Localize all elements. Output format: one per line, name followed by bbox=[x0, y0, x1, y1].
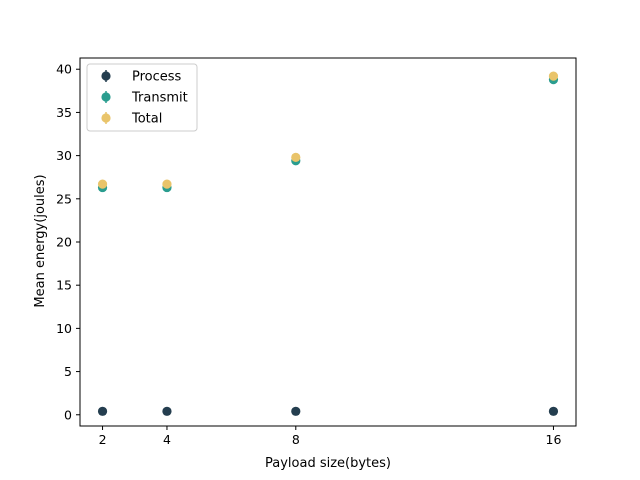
legend-label-transmit: Transmit bbox=[131, 91, 188, 106]
y-tick-label: 30 bbox=[56, 148, 72, 163]
legend-label-total: Total bbox=[131, 112, 162, 127]
point-process-16 bbox=[548, 406, 559, 416]
legend-marker-process bbox=[101, 71, 111, 81]
x-tick-label: 2 bbox=[99, 432, 107, 447]
legend-marker-total bbox=[101, 113, 111, 123]
point-process-8 bbox=[291, 406, 301, 416]
point-total-2 bbox=[97, 179, 108, 189]
legend-label-process: Process bbox=[132, 70, 182, 85]
y-axis-label: Mean energy(joules) bbox=[33, 174, 48, 307]
point-total-4 bbox=[162, 179, 172, 189]
y-tick-label: 0 bbox=[64, 407, 72, 422]
y-tick-label: 25 bbox=[56, 191, 72, 206]
y-tick-label: 15 bbox=[56, 278, 72, 293]
legend-marker-transmit bbox=[101, 92, 111, 102]
y-tick-label: 40 bbox=[56, 62, 72, 77]
point-process-2 bbox=[97, 406, 108, 416]
y-tick-label: 10 bbox=[56, 321, 72, 336]
point-total-8 bbox=[291, 152, 301, 162]
legend-box bbox=[86, 63, 198, 132]
data-marks bbox=[97, 71, 559, 416]
x-tick-label: 8 bbox=[292, 432, 300, 447]
x-axis-label: Payload size(bytes) bbox=[265, 456, 391, 471]
y-tick-label: 35 bbox=[56, 105, 72, 120]
point-process-4 bbox=[162, 406, 172, 416]
x-tick-label: 4 bbox=[163, 432, 171, 447]
y-tick-label: 5 bbox=[64, 364, 72, 379]
x-tick-label: 16 bbox=[546, 432, 562, 447]
legend: Process Transmit Total bbox=[86, 63, 198, 132]
y-tick-label: 20 bbox=[56, 235, 72, 250]
point-total-16 bbox=[548, 71, 559, 81]
axes: 2 4 8 16 0 5 10 15 20 25 30 35 40 bbox=[56, 57, 577, 447]
